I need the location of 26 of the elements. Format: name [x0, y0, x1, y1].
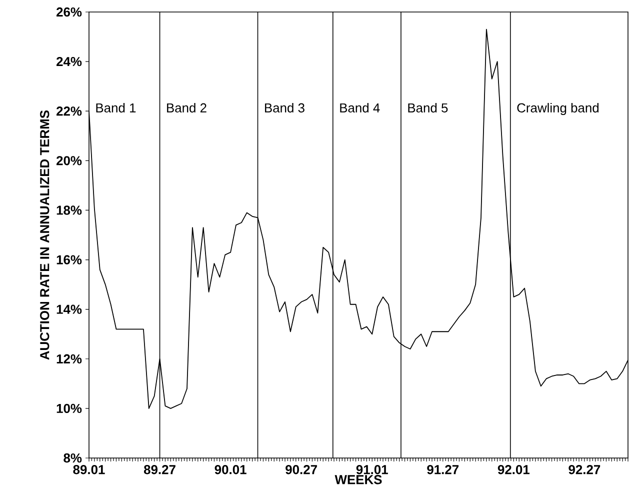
- x-tick-label: 90.27: [286, 465, 317, 474]
- annotation: Band 5: [408, 102, 448, 112]
- y-tick-label: 14%: [56, 304, 82, 314]
- x-tick-label: 91.27: [427, 465, 459, 474]
- annotation: Band 4: [340, 102, 380, 112]
- y-tick-label: 10%: [56, 404, 82, 414]
- x-tick-label: 89.01: [73, 465, 105, 474]
- y-tick-label: 8%: [64, 453, 82, 463]
- x-tick-label: 89.27: [144, 465, 176, 474]
- y-axis-title: AUCTION RATE IN ANNUALIZED TERMS: [40, 110, 50, 360]
- y-tick-label: 12%: [56, 354, 82, 364]
- annotation: Band 1: [96, 102, 136, 112]
- y-tick-label: 18%: [56, 206, 82, 215]
- annotation: Crawling band: [517, 102, 599, 116]
- y-tick-label: 20%: [56, 156, 82, 166]
- y-tick-label: 26%: [56, 7, 82, 17]
- y-tick-label: 16%: [56, 255, 82, 264]
- annotation: Band 3: [265, 102, 304, 112]
- x-tick-label: 92.01: [498, 465, 530, 474]
- x-tick-label: 91.01: [356, 465, 388, 474]
- y-tick-label: 24%: [56, 56, 82, 66]
- annotation: Band 2: [167, 102, 206, 112]
- x-tick-label: 92.27: [568, 465, 600, 474]
- y-tick-label: 22%: [56, 106, 82, 116]
- x-axis-title: WEEKS: [334, 475, 382, 484]
- x-tick-label: 90.01: [214, 465, 246, 474]
